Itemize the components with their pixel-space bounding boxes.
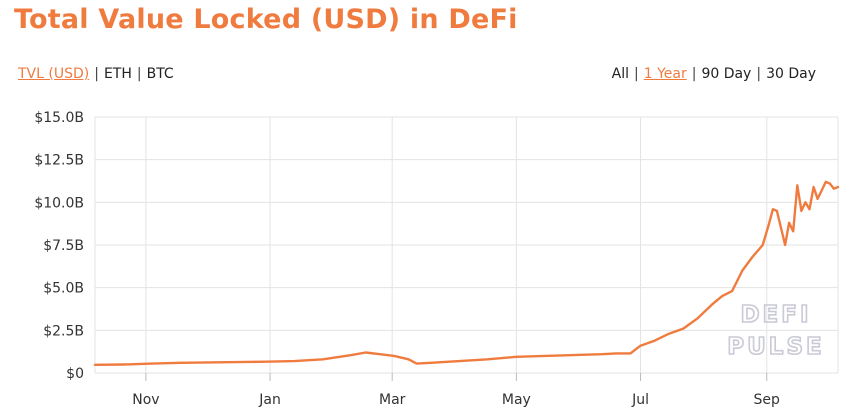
x-tick-label: May (502, 392, 531, 408)
x-tick-label: Nov (132, 392, 159, 408)
unit-toggle: TVL (USD) | ETH | BTC (18, 66, 174, 82)
watermark-line-2: PULSE (727, 334, 824, 360)
separator: | (136, 66, 142, 82)
toggle-btc[interactable]: BTC (146, 66, 174, 82)
range-30-day[interactable]: 30 Day (766, 66, 816, 82)
y-tick-label: $7.5B (43, 238, 84, 254)
y-tick-label: $0 (66, 366, 84, 382)
toggle-tvl-usd[interactable]: TVL (USD) (18, 66, 90, 82)
y-tick-label: $10.0B (34, 195, 84, 211)
x-axis-ticks: Nov Jan Mar May Jul Sep (132, 392, 780, 408)
x-tick-label: Sep (754, 392, 781, 408)
separator: | (94, 66, 99, 82)
defi-pulse-watermark: DEFI PULSE (726, 301, 824, 361)
range-1-year[interactable]: 1 Year (643, 66, 687, 82)
toggle-eth[interactable]: ETH (103, 66, 132, 82)
separator: | (691, 66, 697, 82)
range-all[interactable]: All (611, 66, 629, 82)
range-toggle: All | 1 Year | 90 Day | 30 Day (612, 66, 816, 82)
x-tick-label: Mar (379, 392, 406, 408)
y-tick-label: $2.5B (43, 323, 84, 339)
x-tick-label: Jul (631, 392, 649, 408)
tvl-series-line (93, 180, 840, 366)
range-90-day[interactable]: 90 Day (701, 66, 752, 82)
x-tick-label: Jan (258, 392, 281, 408)
y-tick-label: $12.5B (34, 153, 84, 169)
chart-title: Total Value Locked (USD) in DeFi (14, 4, 518, 35)
y-tick-label: $15.0B (34, 110, 84, 126)
separator: | (756, 66, 762, 82)
watermark-line-1: DEFI (740, 302, 811, 328)
y-axis-ticks: $0 $2.5B $5.0B $7.5B $10.0B $12.5B $15.0B (34, 110, 84, 382)
series-layer (93, 180, 840, 366)
y-tick-label: $5.0B (43, 281, 84, 297)
grid-lines (94, 116, 839, 381)
separator: | (634, 66, 639, 82)
